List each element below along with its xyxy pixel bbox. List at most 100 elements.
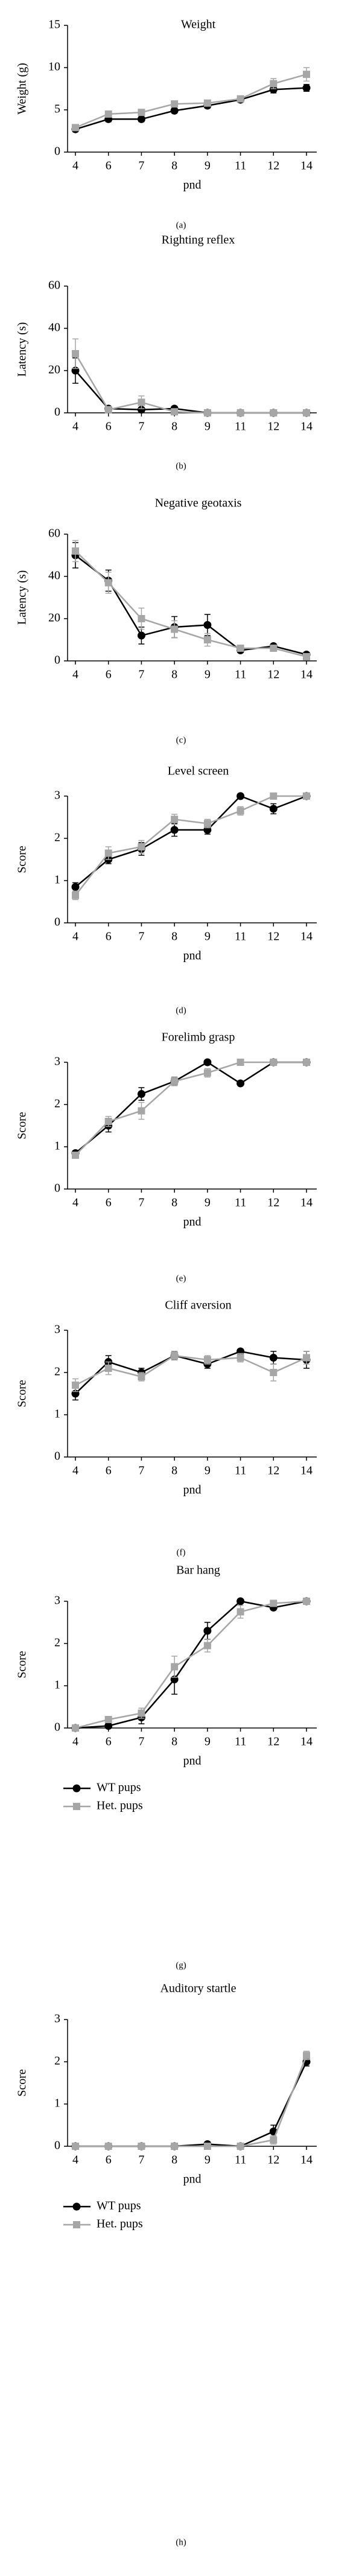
data-point [203,409,211,416]
x-tick-label: 6 [106,1735,112,1749]
x-tick-label: 12 [267,668,279,681]
data-point [303,409,310,416]
x-tick-label: 9 [205,1464,211,1478]
legend-label: Het. pups [97,2217,143,2231]
chart-title: Auditory startle [160,1982,236,1995]
data-point [203,636,211,643]
data-point [138,1709,145,1717]
data-point [171,1352,179,1359]
x-tick-label: 14 [300,1735,313,1749]
x-tick-label: 7 [138,1196,144,1210]
y-tick-label: 20 [48,611,60,625]
x-tick-label: 14 [300,1464,313,1478]
y-tick-label: 3 [54,1055,60,1068]
x-tick-label: 14 [300,159,313,173]
panel-caption: (d) [176,1006,186,1015]
y-tick-label: 0 [54,1721,60,1734]
data-point [203,1069,211,1077]
chart-panel: Negative geotaxis 0 20 40 60 4 6 7 8 9 11 12 14 Laten… [16,497,317,745]
x-tick-label: 7 [138,1735,144,1749]
x-tick-label: 8 [171,668,177,681]
data-point [203,1058,212,1066]
x-tick-label: 8 [171,1735,177,1749]
x-tick-label: 8 [171,420,177,433]
data-point [171,408,179,416]
x-tick-label: 6 [106,1464,112,1478]
y-tick-label: 3 [54,1594,60,1607]
x-tick-label: 11 [235,159,246,173]
data-point [237,1608,244,1616]
x-tick-label: 12 [267,420,279,433]
x-tick-label: 7 [138,668,144,681]
x-tick-label: 9 [205,1196,211,1210]
x-tick-label: 9 [205,1735,211,1749]
data-point [237,95,244,103]
data-point [104,1716,112,1723]
legend-marker [73,1803,80,1810]
x-tick-label: 7 [138,1464,144,1478]
y-tick-label: 1 [54,2097,60,2110]
y-tick-label: 15 [48,18,60,31]
y-tick-label: 2 [54,831,60,844]
data-point [138,1107,145,1115]
chart-title: Forelimb grasp [162,1031,235,1044]
data-point [137,1090,145,1098]
data-point [302,84,311,92]
series-line [75,1600,307,1729]
data-point [138,615,145,622]
data-point [170,106,179,115]
data-point [237,409,244,416]
x-tick-label: 11 [235,930,246,943]
data-point [138,109,145,116]
x-tick-label: 7 [138,159,144,173]
data-point [171,2143,179,2150]
x-tick-label: 7 [138,2154,144,2167]
data-point [104,579,112,587]
chart-title: Bar hang [176,1564,220,1577]
x-tick-label: 8 [171,1196,177,1210]
y-tick-label: 40 [48,569,60,582]
x-tick-label: 6 [106,668,112,681]
data-point [104,1365,112,1372]
x-tick-label: 12 [267,1735,279,1749]
y-tick-label: 0 [54,916,60,929]
y-tick-label: 2 [54,1636,60,1650]
x-tick-label: 8 [171,1464,177,1478]
y-tick-label: 3 [54,2012,60,2026]
data-point [72,891,79,899]
x-tick-label: 9 [205,2154,211,2167]
x-axis-label: pnd [183,179,202,192]
y-axis-label: Score [16,2069,29,2097]
legend-label: Het. pups [97,1799,143,1812]
x-tick-label: 4 [72,930,78,943]
x-tick-label: 11 [235,668,246,681]
y-tick-label: 0 [54,1450,60,1463]
legend-label: WT pups [97,2199,141,2213]
data-point [270,409,278,416]
data-point [237,1354,244,1362]
panel-caption: (a) [176,220,186,230]
x-axis-label: pnd [183,2173,202,2186]
x-tick-label: 9 [205,668,211,681]
legend-label: WT pups [97,1781,141,1794]
x-axis-label: pnd [183,1484,202,1497]
data-point [237,807,244,815]
panel-caption: (h) [176,2537,186,2547]
data-point [303,1354,310,1362]
data-point [203,820,211,827]
data-point [237,792,245,800]
x-tick-label: 12 [267,1196,279,1210]
x-axis-label: pnd [183,1216,202,1229]
data-point [303,653,310,660]
series-line [75,1354,307,1386]
data-point [104,406,112,413]
y-axis-label: Weight (g) [16,63,29,115]
series-line [75,795,307,888]
data-point [137,631,145,640]
chart-title: Level screen [168,765,229,778]
data-point [171,1077,179,1085]
chart-title: Negative geotaxis [155,497,242,510]
y-tick-label: 2 [54,1097,60,1111]
chart-panel: Weight 0 5 10 15 4 6 7 8 9 11 12 14 Weight (g) pnd (a) [16,18,317,230]
